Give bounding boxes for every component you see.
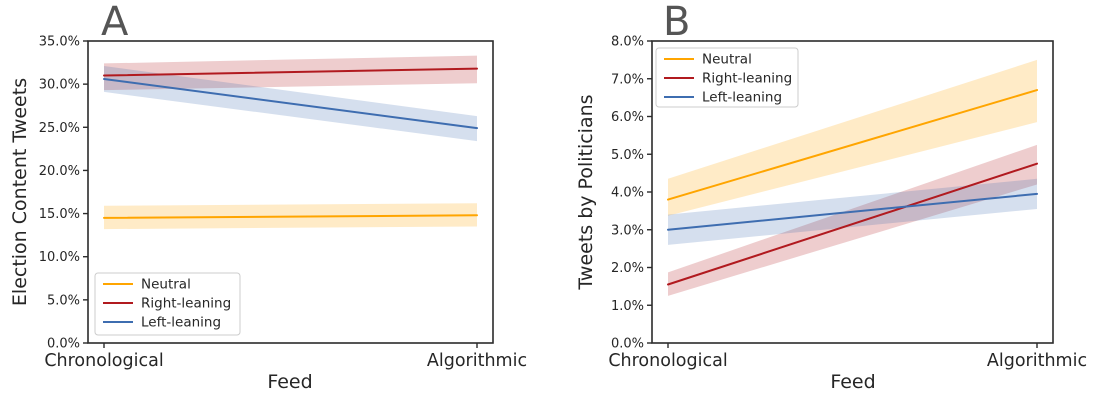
- y-tick-label: 1.0%: [611, 299, 644, 314]
- y-tick-label: 0.0%: [47, 337, 80, 352]
- y-tick-label: 15.0%: [39, 207, 80, 222]
- legend-label-1: Right-leaning: [141, 296, 231, 312]
- panel-b: B Tweets by Politicians Feed 0.0% 1.0% 2.0…: [550, 0, 1100, 417]
- y-tick-label: 6.0%: [611, 110, 644, 125]
- series-1-line: [103, 67, 478, 77]
- legend-label-2: Left-leaning: [702, 90, 782, 106]
- y-tick-label: 0.0%: [611, 337, 644, 352]
- y-tick-label: 5.0%: [47, 293, 80, 308]
- legend-box: [94, 272, 241, 336]
- panel-b-plot: 0.0% 1.0% 2.0% 3.0% 4.0% 5.0% 6.0% 7.0% 8.0% Chro…: [608, 35, 1087, 372]
- plot-border: [87, 40, 494, 344]
- y-tick-label: 25.0%: [39, 121, 80, 136]
- panel-a-label: A: [101, 0, 129, 45]
- panel-a-xlabel: Feed: [267, 371, 313, 393]
- legend-label-0: Neutral: [702, 52, 752, 68]
- x-tick-label-0: Chronological: [44, 351, 163, 371]
- series-0-line: [103, 214, 478, 219]
- y-tick-label: 30.0%: [39, 78, 80, 93]
- series-0-line: [667, 89, 1038, 201]
- panel-a: A Election Content Tweets Feed 0.0% 5.0% 1…: [9, 0, 527, 393]
- x-tick-label-0: Chronological: [608, 351, 727, 371]
- series-0-band: [668, 59, 1037, 216]
- legend-box: [655, 47, 799, 108]
- legend-label-0: Neutral: [141, 277, 191, 293]
- y-tick-label: 10.0%: [39, 250, 80, 265]
- series-1-line: [667, 162, 1038, 286]
- panel-a-plot: 0.0% 5.0% 10.0% 15.0% 20.0% 25.0% 30.0% 35.0% Ch…: [39, 35, 527, 372]
- x-tick-label-1: Algorithmic: [427, 351, 527, 371]
- x-tick-label-1: Algorithmic: [987, 351, 1087, 371]
- legend-label-1: Right-leaning: [702, 71, 792, 87]
- y-tick-label: 8.0%: [611, 35, 644, 50]
- legend-label-2: Left-leaning: [141, 315, 221, 331]
- series-2-line: [667, 192, 1038, 231]
- y-tick-label: 35.0%: [39, 35, 80, 50]
- y-tick-label: 2.0%: [611, 261, 644, 276]
- y-tick-label: 3.0%: [611, 223, 644, 238]
- panel-b-xlabel: Feed: [830, 371, 876, 393]
- y-tick-label: 5.0%: [611, 148, 644, 163]
- series-1-band: [668, 144, 1037, 296]
- y-tick-label: 4.0%: [611, 186, 644, 201]
- series-2-line: [103, 77, 478, 130]
- panel-b-label: B: [663, 0, 691, 45]
- y-tick-label: 7.0%: [611, 72, 644, 87]
- y-tick-label: 20.0%: [39, 164, 80, 179]
